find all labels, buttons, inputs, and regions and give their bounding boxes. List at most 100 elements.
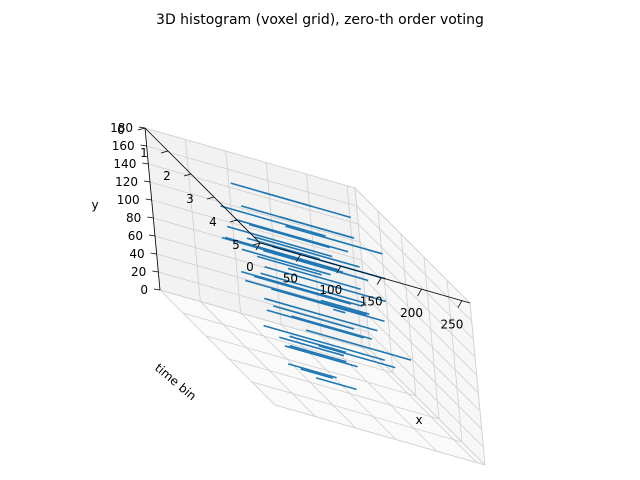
- gridline: [400, 233, 417, 397]
- gridline: [361, 347, 478, 463]
- voxel-segment: [332, 308, 346, 314]
- time-axis-line: [144, 127, 261, 244]
- gridline: [159, 289, 371, 351]
- voxel-segment: [318, 344, 396, 369]
- x-tick-label: 200: [400, 306, 423, 320]
- gridline: [368, 331, 484, 448]
- voxel-segment: [272, 305, 355, 330]
- gridline: [356, 205, 472, 322]
- gridline: [200, 301, 316, 417]
- gridline: [354, 187, 471, 304]
- y-tick-label: 0: [140, 283, 148, 297]
- voxel-segment: [266, 309, 364, 339]
- y-tick-label: 40: [129, 247, 144, 261]
- x-tick-mark: [255, 242, 261, 251]
- gridline: [377, 210, 394, 374]
- voxel-segment: [305, 329, 412, 361]
- time-tick-label: 3: [186, 192, 194, 206]
- y-axis-label: y: [91, 198, 98, 212]
- voxel-segment: [220, 205, 326, 237]
- gridline: [225, 151, 242, 314]
- time-axis-ticks: 0 1 2 3 4 5: [117, 123, 261, 252]
- gridline: [182, 312, 394, 374]
- y-tick-mark: [140, 144, 147, 147]
- gridline: [265, 162, 282, 325]
- gridline: [151, 199, 362, 261]
- x-tick-mark: [417, 288, 422, 297]
- gridline: [364, 295, 481, 412]
- gridline: [358, 223, 474, 340]
- time-axis-label: time bin: [152, 361, 199, 404]
- gridline: [158, 271, 369, 333]
- gridline: [363, 277, 479, 394]
- time-tick-mark: [183, 173, 192, 177]
- axis-panes: [144, 127, 487, 467]
- gridline: [274, 404, 486, 466]
- time-tick-mark: [206, 196, 215, 200]
- gridline: [359, 241, 476, 358]
- voxel-segment: [287, 267, 361, 291]
- x-tick-label: 0: [246, 260, 254, 274]
- voxel-segment: [279, 336, 345, 357]
- x-tick-label: 150: [360, 295, 383, 309]
- gridline: [159, 289, 276, 406]
- y-tick-mark: [143, 180, 151, 183]
- voxel-segment: [263, 249, 369, 282]
- voxel-segment: [315, 377, 357, 391]
- voxel-segment: [256, 255, 322, 276]
- time-tick-mark: [252, 242, 261, 246]
- y-tick-label: 120: [115, 175, 138, 189]
- x-tick-mark: [457, 300, 463, 308]
- y-tick-mark: [142, 162, 149, 165]
- chart-title: 3D histogram (voxel grid), zero-th order…: [156, 12, 484, 28]
- y-tick-mark: [150, 252, 157, 255]
- time-tick-label: 0: [117, 123, 125, 137]
- time-tick-mark: [160, 150, 169, 154]
- voxel-segment: [224, 236, 339, 271]
- x-tick-mark: [296, 254, 301, 262]
- voxel-segment: [285, 225, 383, 255]
- voxel-segment: [254, 275, 352, 305]
- y-tick-label: 160: [112, 139, 135, 153]
- x-axis-label: x: [415, 413, 422, 427]
- gridline: [306, 174, 322, 337]
- x-tick-mark: [336, 265, 342, 274]
- voxel-segment: [254, 236, 360, 268]
- gridline: [346, 185, 363, 348]
- y-tick-label: 100: [117, 193, 140, 207]
- gridline: [228, 358, 440, 420]
- voxel-segment: [289, 344, 347, 363]
- gridline: [146, 145, 357, 207]
- time-tick-label: 4: [209, 215, 217, 229]
- voxel-segment: [287, 363, 337, 379]
- voxel-segment: [264, 297, 378, 332]
- voxel-segment: [241, 248, 331, 276]
- y-tick-mark: [138, 126, 146, 129]
- voxel-segment: [245, 279, 367, 316]
- voxel-segments: [220, 182, 412, 391]
- x-tick-label: 50: [283, 272, 298, 286]
- voxel-segment: [263, 324, 385, 362]
- gridline: [184, 139, 201, 302]
- gridline: [144, 127, 356, 189]
- gridline: [240, 312, 357, 429]
- y-tick-label: 140: [113, 157, 136, 171]
- voxel-segment: [234, 218, 349, 253]
- y-tick-label: 20: [131, 265, 146, 279]
- y-tick-mark: [147, 216, 154, 219]
- voxel-segment: [226, 225, 333, 258]
- time-tick-label: 1: [140, 146, 148, 160]
- y-axis-line: [144, 127, 161, 291]
- voxel-segment: [271, 288, 385, 323]
- gridline: [205, 335, 417, 397]
- x-tick-mark: [376, 277, 382, 285]
- gridline: [423, 256, 440, 420]
- axis-edges: [144, 127, 471, 304]
- gridline: [366, 313, 482, 430]
- y-axis-ticks: 0 20 40 60 80 100 120 140 160 180: [110, 121, 161, 297]
- x-axis-ticks: 0 50 100 150 200 250: [246, 242, 463, 332]
- voxel-segment: [260, 272, 366, 305]
- gridline: [354, 187, 371, 351]
- y-tick-mark: [153, 288, 161, 291]
